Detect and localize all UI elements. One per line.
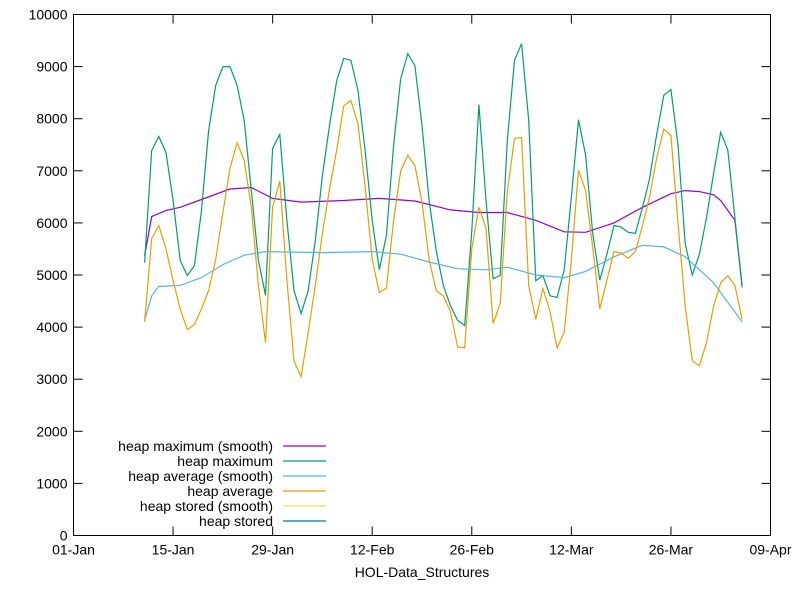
y-tick-label: 2000 — [36, 423, 67, 439]
series-line-heap-average — [144, 99, 743, 379]
series-line-heap-average-smooth — [144, 244, 743, 323]
y-tick-label: 9000 — [36, 59, 67, 75]
x-tick-label: 01-Jan — [52, 542, 95, 558]
legend-label: heap maximum — [177, 453, 273, 469]
y-tick-label: 3000 — [36, 371, 67, 387]
legend-label: heap maximum (smooth) — [118, 438, 273, 454]
x-axis-label: HOL-Data_Structures — [355, 564, 490, 580]
legend-label: heap average (smooth) — [128, 468, 273, 484]
x-tick-label: 15-Jan — [152, 542, 195, 558]
x-tick-label: 12-Mar — [549, 542, 594, 558]
legend-label: heap stored (smooth) — [140, 498, 273, 514]
y-tick-label: 1000 — [36, 475, 67, 491]
y-tick-label: 7000 — [36, 163, 67, 179]
x-tick-label: 26-Feb — [450, 542, 495, 558]
x-tick-label: 09-Apr — [749, 542, 791, 558]
legend-label: heap stored — [199, 513, 273, 529]
y-tick-label: 4000 — [36, 319, 67, 335]
y-tick-label: 8000 — [36, 111, 67, 127]
y-tick-label: 5000 — [36, 267, 67, 283]
x-tick-label: 12-Feb — [350, 542, 395, 558]
y-tick-label: 0 — [60, 528, 68, 544]
axes: 0 1000 2000 3000 4000 5000 6000 7000 8000 9000 100… — [29, 7, 792, 558]
legend-label: heap average — [187, 483, 273, 499]
series-line-heap-maximum-smooth — [144, 186, 743, 286]
series-line-heap-maximum — [144, 43, 743, 327]
y-tick-label: 10000 — [29, 7, 68, 23]
x-tick-label: 26-Mar — [649, 542, 694, 558]
x-tick-label: 29-Jan — [251, 542, 294, 558]
plot-border — [73, 14, 771, 536]
y-tick-label: 6000 — [36, 215, 67, 231]
series-lines — [144, 43, 743, 379]
